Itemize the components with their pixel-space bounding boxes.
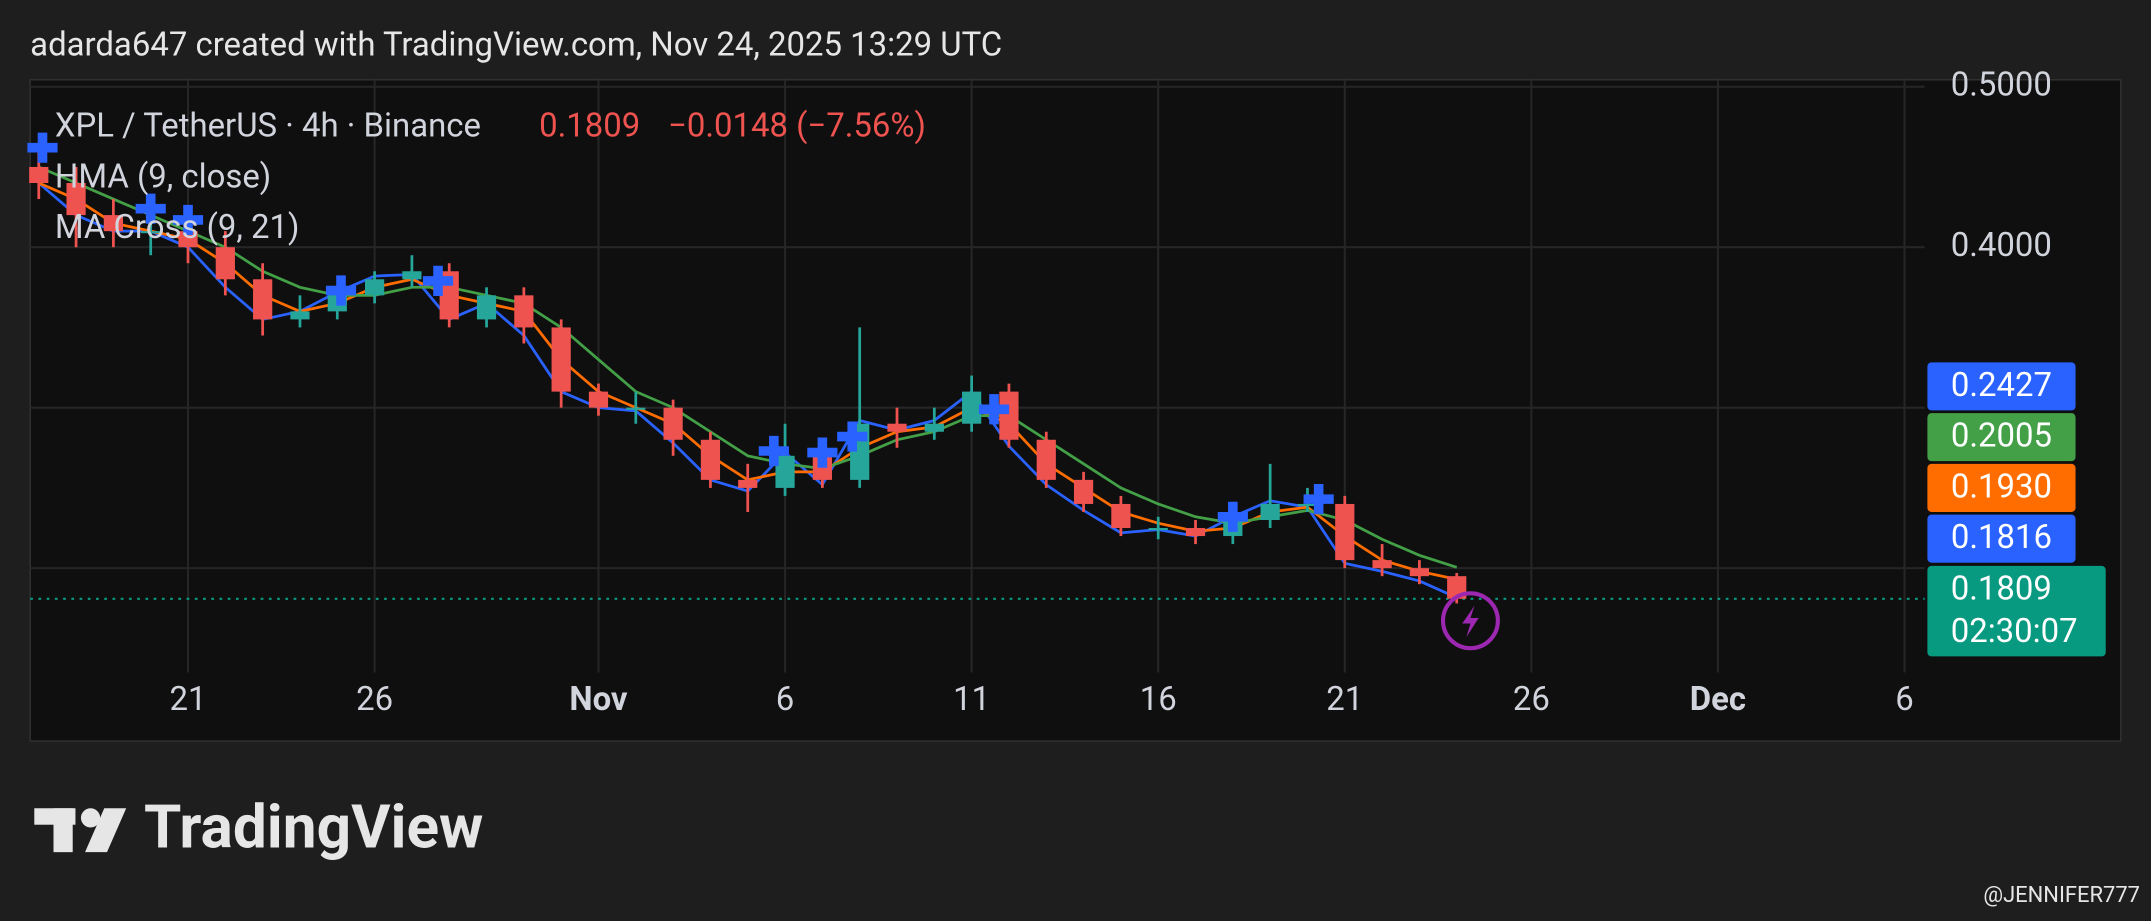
x-tick-label: 26 [1513,680,1550,719]
price-tag [1927,362,2076,411]
x-tick-label: 6 [776,680,795,719]
x-tick-label: 6 [1895,680,1914,719]
y-tick-label: 0.5000 [1951,65,2052,104]
candle-body [103,215,123,232]
candle-body [1409,568,1430,577]
price-tag [1927,463,2076,512]
price-tag-label: 0.2005 [1951,417,2052,456]
candle-body [887,423,907,432]
plot [27,79,1925,673]
x-tick-label: 21 [170,680,207,719]
candle-body [962,391,982,424]
cross-marker [135,193,166,224]
y-tick-label: 0.4000 [1951,226,2052,265]
candle-body [1372,560,1392,569]
candle-body [1185,528,1206,537]
cross-marker [422,265,454,296]
price-tag-label: 0.1816 [1951,518,2052,557]
cross-marker [807,437,838,468]
candle-body [476,295,497,320]
symbol: XPL / TetherUS · 4h · Binance [55,107,481,146]
overlay: XPL / TetherUS · 4h · Binance 0.1809 −0.… [55,107,926,248]
logo-mark [34,808,127,853]
cross-marker [1217,501,1248,532]
candle-body [551,327,571,392]
candle-body [364,279,385,296]
candle-body [999,391,1019,440]
cross-marker [325,275,357,306]
candle-body [1260,503,1280,520]
alert-bolt [1462,605,1479,638]
candle-body [1148,528,1168,531]
last-price-tag [1927,565,2106,657]
alert-icon [1440,591,1500,651]
candle-body [775,455,795,488]
price-tag-label: 0.2427 [1951,366,2052,405]
candle-body [1111,503,1131,529]
chart-panel [29,79,2122,742]
candle-body [700,439,721,480]
candle-body [66,183,86,216]
cross-marker [837,421,868,452]
candle-body [253,279,273,320]
candle-body [402,271,422,280]
x-tick-label: Dec [1690,680,1746,719]
indicator-name: MA Cross (9, 21) [55,208,300,247]
candle-body [29,166,49,184]
candle-body [924,423,944,432]
candle-body [1297,503,1318,507]
cross-marker [1303,484,1334,515]
cross-marker [27,132,58,163]
last-price-tag-label: 0.1809 [1951,569,2052,608]
candle-body [141,231,161,234]
candle-body [626,407,646,410]
watermark: @JENNIFER777 [1983,883,2140,908]
candle-body [178,231,198,248]
candle-body [663,407,683,440]
cross-marker [758,435,789,467]
x-tick-label: 26 [356,680,393,719]
cross-marker [172,204,204,236]
candle-body [215,247,235,280]
x-tick-label: 11 [953,680,990,719]
x-tick-label: 21 [1326,680,1363,719]
price-tag-label: 0.1930 [1951,467,2052,506]
candle-body [1073,479,1094,504]
x-tick-label: 16 [1140,680,1177,719]
price-tag [1927,514,2076,563]
candle-body [514,295,534,328]
logo-text: TradingView [144,792,483,863]
cross-marker [978,394,1010,425]
candle-body [588,391,609,408]
x-tick-label: Nov [569,680,628,719]
candle-body [1036,439,1056,480]
change: −0.0148 (−7.56%) [668,107,926,146]
candle-body [290,311,310,320]
candle-body [738,479,758,488]
candle-body [1335,503,1355,561]
countdown: 02:30:07 [1951,612,2078,651]
last-price: 0.1809 [539,107,640,146]
indicator-name: HMA (9, close) [55,157,271,196]
header: adarda647 created with TradingView.com, … [30,26,1002,65]
price-tag [1927,413,2076,462]
